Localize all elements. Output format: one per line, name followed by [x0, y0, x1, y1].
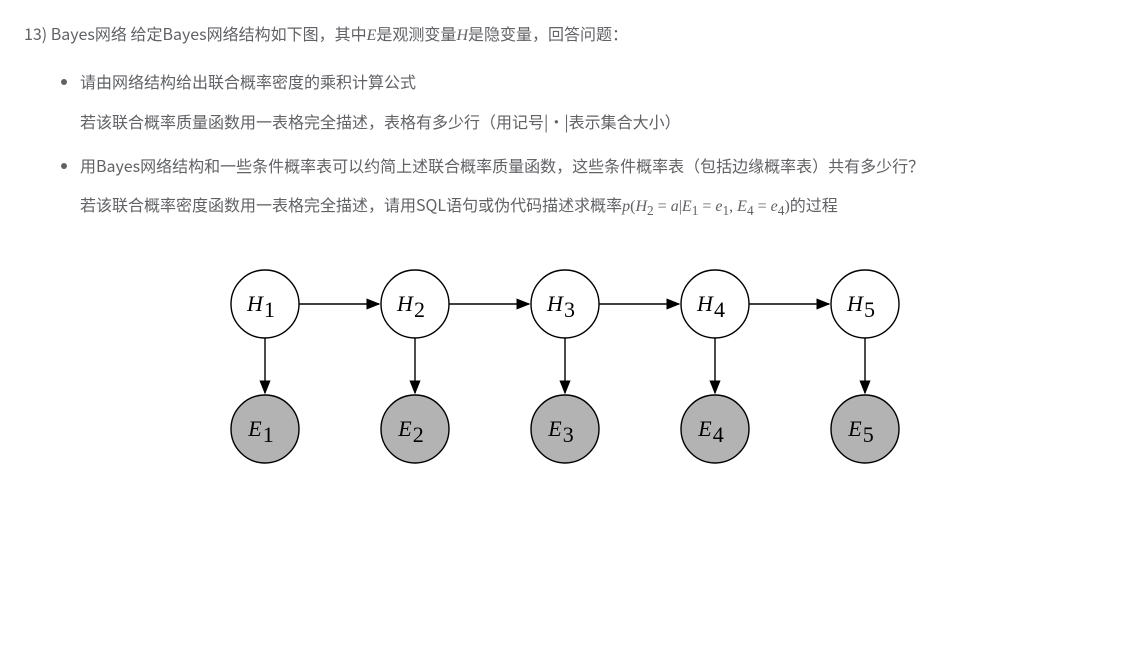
math-expression: p(H2 = a|E1 = e1, E4 = e4) [622, 192, 790, 216]
bullet-paragraph: 请由网络结构给出联合概率密度的乘积计算公式 [80, 65, 1106, 99]
bayes-network-diagram: H1 H2 H3 H4 H5 E1 E2 E3 E4 E5 [185, 259, 945, 479]
bullet-paragraph: 用Bayes网络结构和一些条件概率表可以约简上述联合概率质量函数，这些条件概率表… [80, 149, 1106, 183]
node-e1: E1 [231, 395, 299, 463]
list-item: 请由网络结构给出联合概率密度的乘积计算公式 若该联合概率质量函数用一表格完全描述… [80, 65, 1106, 138]
math-p: p [622, 198, 630, 215]
node-h2: H2 [381, 270, 449, 338]
math-var-H: H [456, 27, 468, 44]
math-e: e [715, 198, 722, 215]
math-var-E: E [367, 27, 377, 44]
node-h4: H4 [681, 270, 749, 338]
question-heading: 13) Bayes网络 给定Bayes网络结构如下图，其中E是观测变量H是隐变量… [24, 18, 1106, 51]
math-a: a [671, 198, 679, 215]
heading-text-3: 是隐变量，回答问题： [468, 21, 628, 45]
node-h5: H5 [831, 270, 899, 338]
math-sub: 4 [747, 203, 754, 218]
node-e2: E2 [381, 395, 449, 463]
heading-text-2: 是观测变量 [376, 21, 456, 45]
math-sub: 2 [647, 203, 654, 218]
node-h1: H1 [231, 270, 299, 338]
question-page: 13) Bayes网络 给定Bayes网络结构如下图，其中E是观测变量H是隐变量… [0, 0, 1130, 503]
bullet-paragraph: 若该联合概率密度函数用一表格完全描述，请用SQL语句或伪代码描述求概率p(H2 … [80, 188, 1106, 225]
question-number: 13) [24, 21, 47, 45]
bullet-paragraph: 若该联合概率质量函数用一表格完全描述，表格有多少行（用记号|·|表示集合大小） [80, 105, 1106, 139]
math-E: E [682, 198, 692, 215]
math-e: e [771, 198, 778, 215]
math-comma: , [729, 198, 737, 215]
question-bullets: 请由网络结构给出联合概率密度的乘积计算公式 若该联合概率质量函数用一表格完全描述… [24, 65, 1106, 225]
node-e5: E5 [831, 395, 899, 463]
math-E: E [737, 198, 747, 215]
list-item: 用Bayes网络结构和一些条件概率表可以约简上述联合概率质量函数，这些条件概率表… [80, 149, 1106, 226]
node-e3: E3 [531, 395, 599, 463]
node-e4: E4 [681, 395, 749, 463]
text-run: 若该联合概率密度函数用一表格完全描述，请用SQL语句或伪代码描述求概率 [80, 192, 622, 216]
math-H: H [635, 198, 647, 215]
math-eq: = [654, 198, 671, 215]
math-eq: = [698, 198, 715, 215]
diagram-container: H1 H2 H3 H4 H5 E1 E2 E3 E4 E5 [24, 259, 1106, 479]
text-run: 的过程 [790, 192, 838, 216]
math-eq: = [754, 198, 771, 215]
heading-text-1: Bayes网络 给定Bayes网络结构如下图，其中 [51, 21, 367, 45]
node-h3: H3 [531, 270, 599, 338]
